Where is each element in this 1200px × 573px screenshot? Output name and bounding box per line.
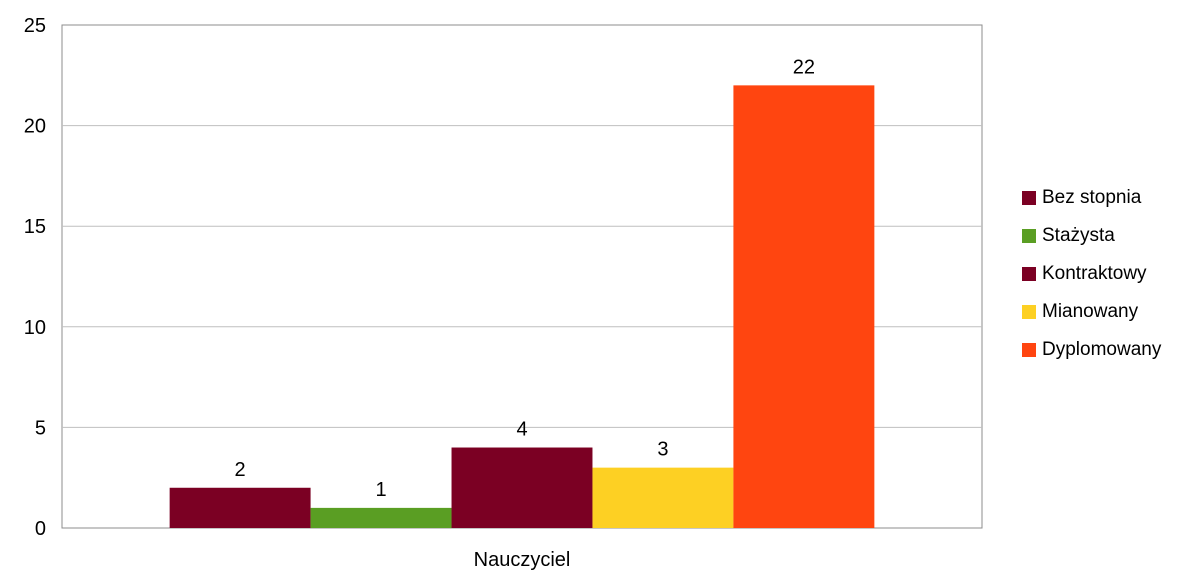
legend-item-kontraktowy: Kontraktowy	[1022, 262, 1200, 286]
y-tick-label: 15	[24, 216, 46, 238]
data-label-bez-stopnia: 2	[235, 459, 246, 481]
legend-item-sta-ysta: Stażysta	[1022, 224, 1200, 248]
legend-swatch	[1022, 343, 1036, 357]
legend-item-bez-stopnia: Bez stopnia	[1022, 186, 1200, 210]
bar-bez-stopnia	[169, 487, 311, 528]
bar-dyplomowany	[733, 85, 875, 529]
y-tick-label: 0	[35, 518, 46, 540]
legend-item-dyplomowany: Dyplomowany	[1022, 338, 1200, 362]
x-axis-tick-labels: Nauczyciel	[474, 549, 571, 571]
data-labels: 2 1 4 3 22	[235, 56, 815, 501]
bar-mianowany	[592, 467, 734, 528]
legend-item-mianowany: Mianowany	[1022, 300, 1200, 324]
legend: Bez stopnia Stażysta Kontraktowy Mianowany D…	[1022, 186, 1200, 376]
legend-swatch	[1022, 229, 1036, 243]
bar-kontraktowy	[451, 447, 593, 528]
legend-label: Stażysta	[1042, 225, 1115, 246]
x-tick-label: Nauczyciel	[474, 549, 571, 571]
legend-label: Bez stopnia	[1042, 187, 1142, 208]
legend-label: Dyplomowany	[1042, 339, 1162, 360]
y-tick-label: 5	[35, 417, 46, 439]
legend-label: Kontraktowy	[1042, 263, 1147, 284]
y-tick-label: 10	[24, 317, 46, 339]
legend-label: Mianowany	[1042, 301, 1139, 322]
data-label-dyplomowany: 22	[793, 56, 815, 78]
data-label-mianowany: 3	[657, 439, 668, 461]
bar-sta-ysta	[310, 507, 452, 528]
data-label-kontraktowy: 4	[516, 419, 527, 441]
data-label-sta-ysta: 1	[375, 479, 386, 501]
legend-swatch	[1022, 191, 1036, 205]
y-axis-tick-labels: 0 5 10 15 20 25	[24, 15, 46, 540]
legend-swatch	[1022, 267, 1036, 281]
legend-swatch	[1022, 305, 1036, 319]
y-tick-label: 20	[24, 116, 46, 138]
y-tick-label: 25	[24, 15, 46, 37]
bars	[169, 85, 875, 529]
